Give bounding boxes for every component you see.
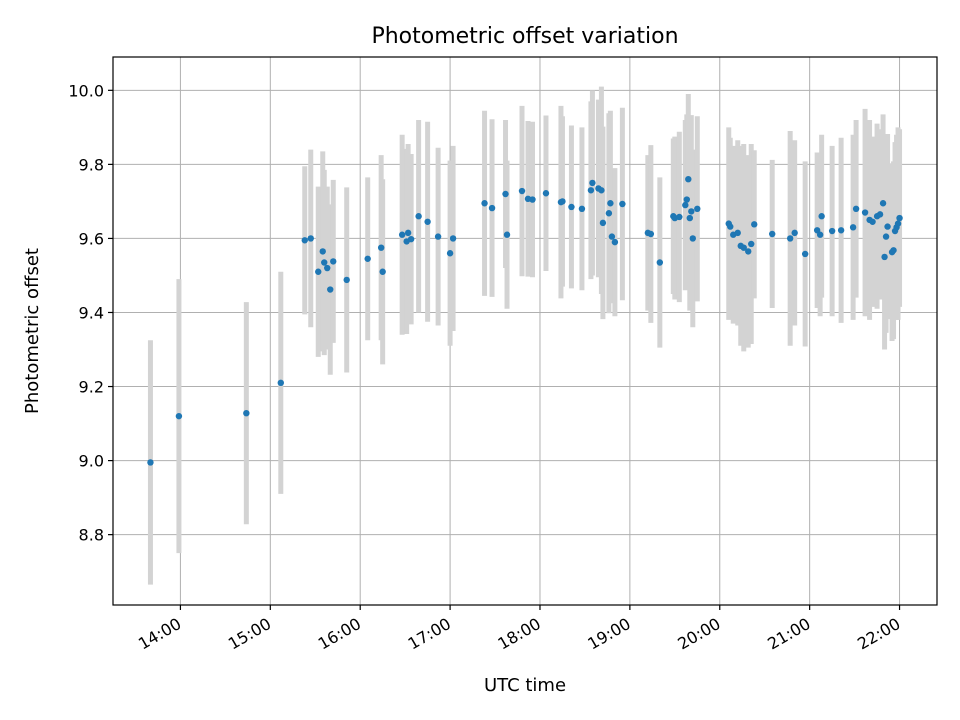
data-point xyxy=(619,200,626,208)
data-point xyxy=(656,259,664,266)
data-point xyxy=(502,190,509,198)
data-point xyxy=(503,231,511,238)
data-point xyxy=(321,259,328,266)
data-point xyxy=(748,240,755,248)
data-point xyxy=(301,237,308,244)
data-point xyxy=(740,244,747,251)
y-tick-label: 8.8 xyxy=(79,526,104,545)
grid xyxy=(113,57,937,605)
data-point xyxy=(315,268,322,275)
y-tick-label: 9.6 xyxy=(79,229,104,248)
data-point xyxy=(682,201,689,209)
data-point xyxy=(852,205,860,213)
y-tick-label: 10.0 xyxy=(68,81,104,100)
data-point xyxy=(816,231,824,238)
data-point xyxy=(689,235,696,242)
data-point xyxy=(876,211,884,218)
plot-frame xyxy=(112,56,938,606)
data-point xyxy=(277,379,284,387)
data-point xyxy=(488,204,496,212)
data-point xyxy=(818,213,825,220)
data-point xyxy=(243,410,250,417)
data-point xyxy=(801,250,809,258)
data-point xyxy=(607,200,614,207)
data-point xyxy=(884,223,891,230)
x-axis-label: UTC time xyxy=(484,675,566,696)
data-point xyxy=(894,220,902,227)
data-point xyxy=(175,412,183,420)
data-points xyxy=(147,175,903,466)
data-point xyxy=(890,247,897,254)
data-point xyxy=(446,250,454,257)
data-point xyxy=(837,227,845,234)
data-point xyxy=(861,209,869,216)
data-point xyxy=(598,187,605,194)
data-point xyxy=(896,214,903,222)
data-point xyxy=(727,223,734,230)
data-point xyxy=(529,196,536,203)
data-point xyxy=(324,264,331,272)
data-point xyxy=(404,229,412,237)
y-tick-label: 9.4 xyxy=(79,303,104,322)
data-point xyxy=(424,218,431,225)
data-point xyxy=(587,187,595,194)
data-point xyxy=(745,248,752,255)
data-point xyxy=(434,233,442,240)
data-point xyxy=(559,198,566,205)
data-point xyxy=(605,210,613,217)
data-point xyxy=(147,459,154,466)
data-point xyxy=(676,213,683,221)
data-point xyxy=(694,205,701,213)
data-point xyxy=(608,233,616,240)
data-point xyxy=(647,230,655,238)
data-point xyxy=(599,219,607,227)
data-point xyxy=(879,200,887,207)
data-point xyxy=(364,255,371,262)
chart-title: Photometric offset variation xyxy=(371,24,678,49)
data-point xyxy=(751,221,758,228)
data-point xyxy=(881,253,888,261)
y-axis-ticks: 8.8 9.0 9.2 9.4 9.6 9.8 10.0 xyxy=(68,81,113,545)
data-point xyxy=(568,203,575,211)
y-tick-label: 9.2 xyxy=(79,378,104,397)
data-point xyxy=(330,258,337,265)
data-point xyxy=(415,213,422,220)
data-point xyxy=(869,218,876,225)
data-point xyxy=(578,205,586,213)
data-point xyxy=(343,276,350,284)
data-point xyxy=(518,187,526,195)
data-point xyxy=(319,248,326,255)
data-point xyxy=(407,235,415,243)
data-point xyxy=(327,286,334,293)
y-tick-label: 9.8 xyxy=(79,155,104,174)
data-point xyxy=(449,235,457,242)
data-point xyxy=(379,268,386,275)
data-point xyxy=(307,235,314,242)
data-point xyxy=(849,224,857,231)
data-point xyxy=(688,208,695,215)
data-point xyxy=(791,229,798,237)
data-point xyxy=(611,238,619,246)
y-axis-label: Photometric offset xyxy=(22,248,43,414)
data-point xyxy=(683,196,691,203)
y-tick-label: 9.0 xyxy=(79,452,104,471)
data-point xyxy=(786,235,794,242)
data-point xyxy=(685,175,692,183)
data-point xyxy=(686,214,693,222)
data-point xyxy=(542,190,550,197)
data-point xyxy=(398,231,406,238)
data-point xyxy=(828,227,836,235)
data-point xyxy=(589,179,596,187)
data-point xyxy=(377,244,385,251)
data-point xyxy=(882,233,890,240)
data-point xyxy=(481,200,488,207)
data-point xyxy=(769,230,776,238)
data-point xyxy=(734,229,741,237)
